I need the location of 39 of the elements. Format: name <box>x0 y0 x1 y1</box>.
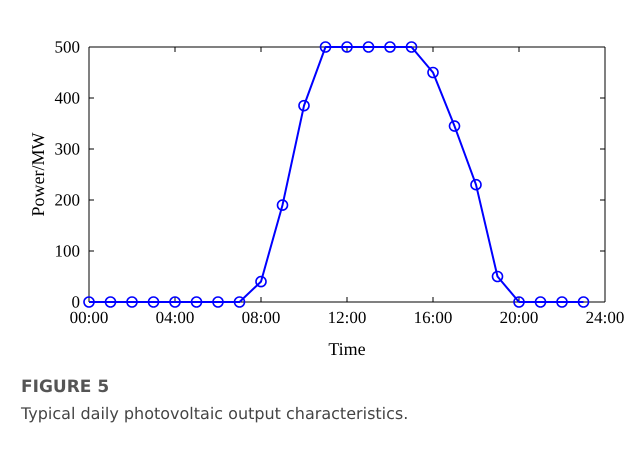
point <box>190 296 202 308</box>
point <box>212 296 224 308</box>
point <box>534 296 546 308</box>
y-tick-label: 300 <box>54 139 80 158</box>
point <box>104 296 116 308</box>
point <box>448 120 460 132</box>
y-axis-title: Power/MW <box>28 132 48 216</box>
point <box>556 296 568 308</box>
x-axis-title: Time <box>328 339 366 359</box>
point <box>362 41 374 53</box>
y-tick-label: 200 <box>54 190 80 210</box>
point <box>406 41 418 53</box>
point <box>470 178 482 190</box>
y-tick-label: 500 <box>54 37 80 56</box>
x-tick-label: 04:00 <box>156 308 194 328</box>
x-tick-label: 20:00 <box>500 308 538 328</box>
point <box>298 100 310 112</box>
point <box>83 296 95 308</box>
point <box>148 296 160 308</box>
point <box>492 270 504 282</box>
point <box>384 41 396 53</box>
x-tick-label: 16:00 <box>414 308 452 328</box>
point <box>169 296 181 308</box>
caption: FIGURE 5 <box>21 377 110 397</box>
x-tick-label: 08:00 <box>242 308 280 328</box>
point <box>513 296 525 308</box>
point <box>234 296 246 308</box>
y-tick-label: 400 <box>54 88 80 108</box>
x-tick-label: 12:00 <box>328 308 366 328</box>
point <box>578 296 590 308</box>
point <box>276 199 288 211</box>
point <box>126 296 138 308</box>
point <box>341 41 353 53</box>
y-tick-label: 100 <box>54 241 80 260</box>
point <box>427 66 439 78</box>
text: Typical daily photovoltaic output characteristics. <box>20 404 408 423</box>
point <box>320 41 332 53</box>
x-tick-label: 24:00 <box>586 308 624 328</box>
point <box>255 276 267 288</box>
